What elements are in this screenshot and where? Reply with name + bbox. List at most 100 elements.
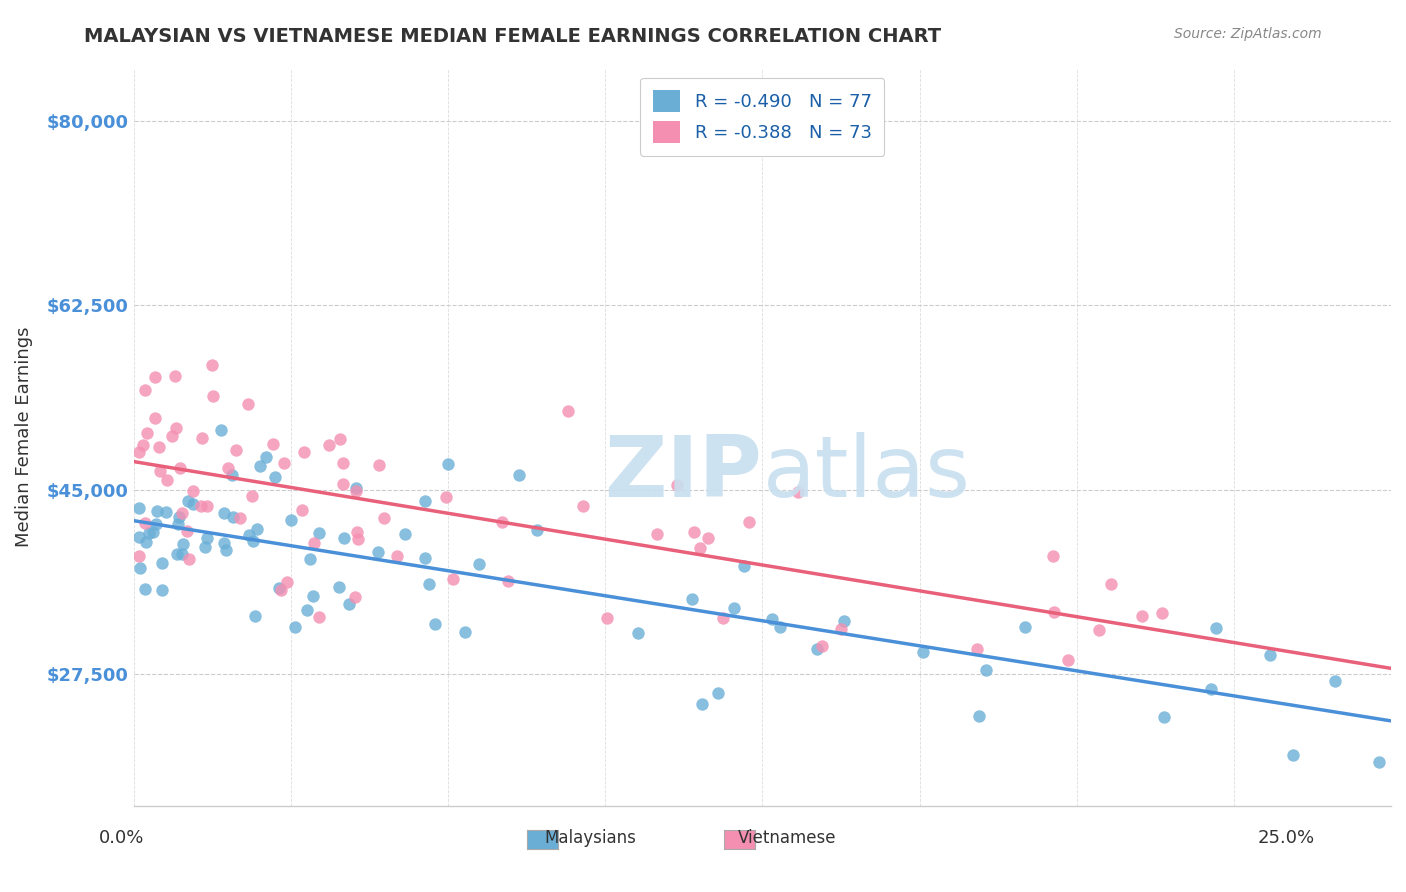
Point [242,534,264,549]
Point [128,560,150,574]
Point [254,450,277,464]
Text: Vietnamese: Vietnamese [738,830,837,847]
Point [177,551,200,566]
Point [1130,608,1153,623]
Point [146,503,169,517]
Point [911,645,934,659]
Point [418,577,440,591]
Text: Malaysians: Malaysians [544,830,637,847]
Point [142,525,165,540]
Point [415,494,437,508]
Point [297,603,319,617]
Point [165,421,187,435]
Point [292,445,315,459]
Point [215,542,238,557]
Point [181,497,204,511]
Point [723,600,745,615]
Point [177,494,200,508]
Point [690,698,713,712]
Point [441,572,464,586]
Point [343,590,366,604]
Point [269,581,291,595]
Point [167,510,190,524]
Point [368,458,391,472]
Point [491,515,513,529]
Point [249,459,271,474]
Point [183,483,205,498]
Point [238,527,260,541]
Point [811,639,834,653]
Point [148,440,170,454]
Point [128,501,150,516]
Point [167,516,190,531]
Point [786,485,808,500]
Point [150,583,173,598]
Point [308,525,330,540]
Point [221,467,243,482]
Point [166,547,188,561]
Point [162,429,184,443]
Point [1057,653,1080,667]
Point [128,445,150,459]
Point [212,506,235,520]
Point [1199,682,1222,697]
Point [134,582,156,596]
Point [1282,747,1305,762]
Point [138,525,160,540]
Y-axis label: Median Female Earnings: Median Female Earnings [15,326,32,548]
Point [423,616,446,631]
Point [280,513,302,527]
Point [156,473,179,487]
Point [367,545,389,559]
Point [134,516,156,531]
Point [302,536,325,550]
Point [236,397,259,411]
Point [1323,673,1346,688]
Point [308,609,330,624]
Point [508,468,530,483]
Point [136,425,159,440]
Point [1258,648,1281,662]
Point [273,456,295,470]
Point [434,490,457,504]
Point [225,442,247,457]
Point [134,383,156,397]
Point [190,431,212,445]
Point [1042,549,1064,563]
Point [169,461,191,475]
Point [332,456,354,470]
Point [284,620,307,634]
Point [262,437,284,451]
Point [201,359,224,373]
Point [468,557,491,571]
Point [246,523,269,537]
Point [240,489,263,503]
Point [195,499,218,513]
Legend: R = -0.490   N = 77, R = -0.388   N = 73: R = -0.490 N = 77, R = -0.388 N = 73 [641,78,884,156]
Point [344,483,367,498]
Point [346,525,368,540]
Point [143,411,166,425]
Point [738,515,761,529]
Point [131,438,153,452]
Point [1088,624,1111,638]
Point [557,403,579,417]
Point [733,559,755,574]
Point [217,461,239,475]
Point [302,589,325,603]
Point [1205,621,1227,635]
Point [195,531,218,545]
Point [711,611,734,625]
Point [145,517,167,532]
Point [149,464,172,478]
Point [209,423,232,437]
Point [190,499,212,513]
Point [150,557,173,571]
Point [967,709,990,723]
Point [172,536,194,550]
Point [333,532,356,546]
Point [1043,605,1066,619]
Point [496,574,519,588]
Point [761,612,783,626]
Point [194,540,217,554]
